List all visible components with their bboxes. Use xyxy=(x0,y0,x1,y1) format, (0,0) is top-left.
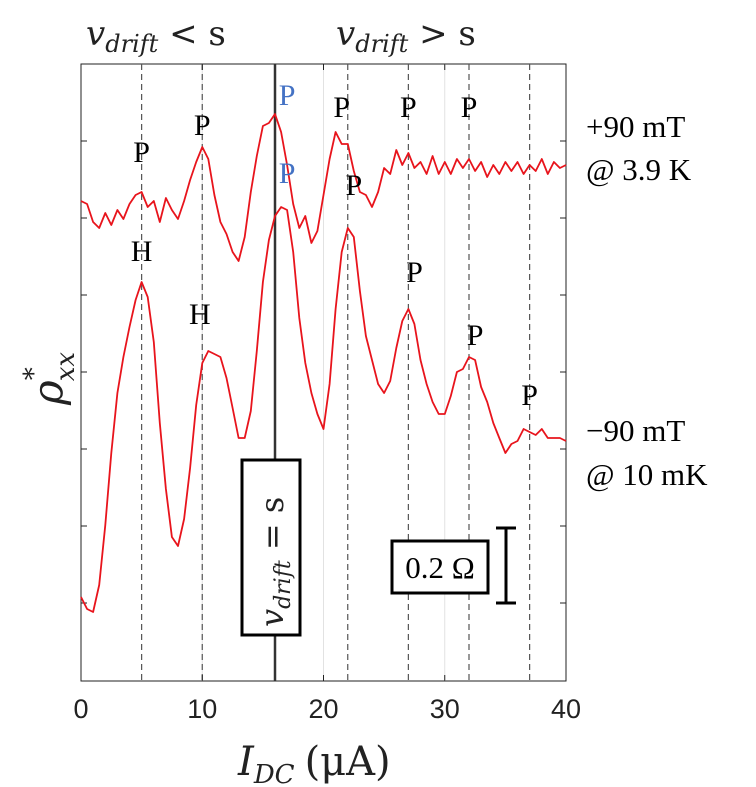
peak-label-p: P xyxy=(133,136,150,169)
peak-label-p: P xyxy=(345,169,362,202)
x-tick-label: 40 xyxy=(551,694,581,724)
x-axis-ticks: 0 10 20 30 40 xyxy=(73,64,581,724)
peak-label-p: P xyxy=(333,91,350,124)
scale-bar-label-box xyxy=(390,539,490,595)
series-line-bottom xyxy=(80,206,567,613)
scale-bar-label: 0.2 Ω xyxy=(405,550,475,585)
peak-label-p: P xyxy=(521,379,538,412)
drift-label-box xyxy=(240,458,302,637)
x-tick-label: 30 xyxy=(430,694,460,724)
x-tick-label: 20 xyxy=(308,694,338,724)
peak-label-p: P xyxy=(461,91,478,124)
series-line-top xyxy=(80,113,567,262)
series-top-label-line1: +90 mT xyxy=(586,109,685,144)
series-bottom-label-line2: @ 10 mK xyxy=(586,457,708,492)
series-bottom-label-line1: −90 mT xyxy=(586,413,685,448)
peak-label-p: P xyxy=(406,256,423,289)
series-group xyxy=(80,113,567,613)
peak-label-p: P xyxy=(279,157,296,190)
x-axis-label: IDC (μA) xyxy=(237,739,391,787)
series-top-label-line2: @ 3.9 K xyxy=(586,152,692,187)
y-axis-label: ρ*xx xyxy=(19,352,81,406)
peak-label-p: P xyxy=(400,91,417,124)
annotation-group: P P P P P P H H P P P P P xyxy=(131,79,538,412)
x-tick-label: 0 xyxy=(73,694,88,724)
region-title-right: vdrift > s xyxy=(336,14,476,58)
x-tick-label: 10 xyxy=(187,694,217,724)
peak-label-p: P xyxy=(194,109,211,142)
drift-equation: vdrift = s xyxy=(253,497,296,627)
peak-label-p: P xyxy=(279,79,296,112)
region-title-left: vdrift < s xyxy=(86,14,226,58)
scale-bar xyxy=(496,526,516,605)
peak-label-h: H xyxy=(131,235,153,268)
y-axis-ticks xyxy=(81,140,566,604)
peak-label-p: P xyxy=(467,319,484,352)
peak-label-h: H xyxy=(189,298,211,331)
